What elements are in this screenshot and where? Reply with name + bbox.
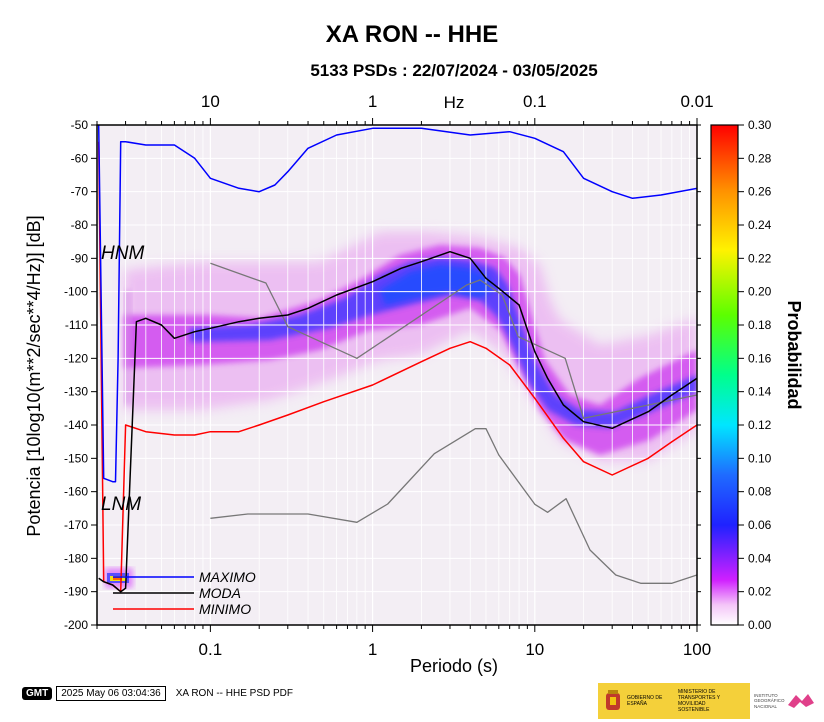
top-tick-label: 1	[368, 92, 377, 111]
legend-label-minimo: MINIMO	[199, 601, 251, 617]
lnm-annotation: LNM	[101, 494, 141, 515]
y-tick-label: -200	[64, 618, 88, 632]
top-tick-labels: 10 1 0.1 0.01	[201, 92, 714, 111]
hnm-annotation: HNM	[101, 243, 144, 264]
chart-title: XA RON -- HHE	[326, 21, 498, 48]
y-tick-label: -50	[71, 118, 89, 132]
y-tick-label: -70	[71, 185, 89, 199]
top-axis-unit: Hz	[444, 93, 465, 112]
x-tick-label: 10	[525, 640, 544, 659]
colorbar-tick-label: 0.14	[748, 385, 772, 399]
legend-label-moda: MODA	[199, 585, 241, 601]
y-tick-label: -100	[64, 285, 88, 299]
y-tick-label: -150	[64, 451, 88, 465]
axis-ticks	[91, 118, 701, 632]
x-axis-label: Periodo (s)	[410, 656, 498, 676]
x-tick-label: 0.1	[199, 640, 223, 659]
y-axis-label: Potencia [10log10(m**2/sec**4/Hz)] [dB]	[24, 215, 44, 536]
colorbar-tick-label: 0.16	[748, 351, 772, 365]
coat-of-arms-icon	[602, 687, 624, 715]
colorbar-tick-label: 0.26	[748, 185, 772, 199]
colorbar-tick-label: 0.28	[748, 151, 772, 165]
y-tick-label: -180	[64, 551, 88, 565]
legend: MAXIMO MODA MINIMO	[113, 569, 256, 617]
y-tick-label: -160	[64, 485, 88, 499]
colorbar-tick-label: 0.22	[748, 251, 772, 265]
ign-emblem-icon	[788, 694, 814, 708]
colorbar-tick-label: 0.20	[748, 285, 772, 299]
y-tick-label: -110	[65, 318, 88, 332]
colorbar-tick-label: 0.04	[748, 551, 772, 565]
colorbar-tick-labels: 0.00 0.02 0.04 0.06 0.08 0.10 0.12 0.14 0.16 0.18…	[738, 118, 772, 632]
colorbar	[710, 124, 739, 626]
colorbar-tick-label: 0.18	[748, 318, 772, 332]
timestamp: 2025 May 06 03:04:36	[56, 685, 166, 701]
psd-chart: XA RON -- HHE 5133 PSDs : 22/07/2024 - 0…	[24, 21, 804, 676]
top-tick-label: 0.01	[680, 92, 713, 111]
series-line-lnm	[210, 428, 697, 584]
y-tick-label: -140	[64, 418, 88, 432]
chart-subtitle: 5133 PSDs : 22/07/2024 - 03/05/2025	[310, 61, 597, 80]
colorbar-tick-label: 0.00	[748, 618, 772, 632]
colorbar-tick-label: 0.30	[748, 118, 772, 132]
x-tick-label: 1	[368, 640, 377, 659]
top-tick-label: 10	[201, 92, 220, 111]
y-tick-label: -80	[71, 218, 89, 232]
x-tick-labels: 0.1 1 10 100	[199, 640, 712, 659]
ign-logo: INSTITUTO GEOGRÁFICO NACIONAL	[750, 683, 824, 719]
x-tick-label: 100	[683, 640, 711, 659]
plot-frame	[96, 124, 698, 626]
y-tick-label: -60	[71, 151, 89, 165]
footer-caption: XA RON -- HHE PSD PDF	[175, 687, 293, 699]
y-tick-label: -190	[64, 585, 88, 599]
y-tick-label: -170	[64, 518, 88, 532]
colorbar-tick-label: 0.02	[748, 585, 772, 599]
grid	[97, 125, 697, 625]
series-line-minimo	[97, 141, 697, 593]
colorbar-tick-label: 0.06	[748, 518, 772, 532]
series-line-moda	[98, 250, 697, 593]
series-line-hnm	[210, 262, 697, 419]
colorbar-tick-label: 0.24	[748, 218, 772, 232]
legend-label-maximo: MAXIMO	[199, 569, 256, 585]
footer: GMT 2025 May 06 03:04:36 XA RON -- HHE P…	[22, 684, 293, 702]
government-logo: GOBIERNO DE ESPAÑA MINISTERIO DE TRANSPO…	[598, 683, 750, 719]
series-line-maximo	[97, 125, 697, 483]
y-tick-label: -120	[64, 351, 88, 365]
top-tick-label: 0.1	[523, 92, 547, 111]
gov-label-1: GOBIERNO DE ESPAÑA	[627, 695, 663, 707]
colorbar-tick-label: 0.10	[748, 451, 772, 465]
gov-label-2: MINISTERIO DE TRANSPORTES Y MOVILIDAD SO…	[678, 689, 720, 713]
ign-label: INSTITUTO GEOGRÁFICO NACIONAL	[754, 692, 785, 709]
colorbar-tick-label: 0.08	[748, 485, 772, 499]
colorbar-tick-label: 0.12	[748, 418, 772, 432]
y-tick-label: -130	[64, 385, 88, 399]
colorbar-label: Probabilidad	[784, 300, 804, 409]
y-tick-labels: -50 -60 -70 -80 -90 -100 -110 -120 -130 -140 -150 -…	[64, 118, 88, 632]
series-layer	[97, 125, 697, 593]
gmt-logo: GMT	[22, 686, 53, 700]
y-tick-label: -90	[71, 251, 89, 265]
